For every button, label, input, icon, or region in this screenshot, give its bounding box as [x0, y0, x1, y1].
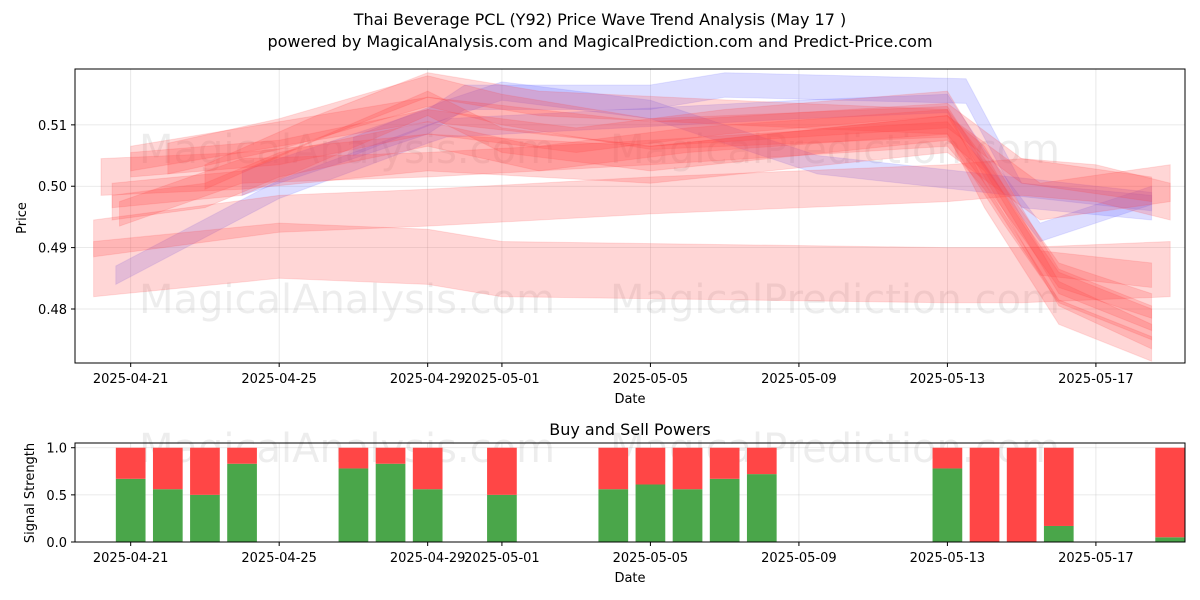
buy-bar — [635, 484, 666, 542]
price-wave-panel: MagicalAnalysis.com MagicalPrediction.co… — [15, 68, 1186, 407]
buy-bar — [227, 463, 257, 542]
top-x-tick-label: 2025-05-05 — [613, 372, 689, 387]
sell-bar — [635, 447, 666, 485]
sell-bar — [709, 447, 740, 479]
bottom-y-axis-label: Signal Strength — [23, 443, 38, 543]
bottom-chart-title: Buy and Sell Powers — [549, 420, 711, 439]
bottom-x-tick-label: 2025-05-05 — [613, 551, 689, 566]
watermark-prediction-mid: MagicalPrediction.com — [610, 277, 1060, 323]
buy-bar — [487, 494, 517, 542]
top-y-tick-label: 0.50 — [38, 180, 67, 195]
sell-bar — [1043, 447, 1074, 526]
buy-bar — [1155, 537, 1185, 542]
wave-band-wave-red-4 — [111, 90, 1153, 332]
sell-bar — [746, 447, 777, 475]
top-y-axis-label: Price — [15, 202, 30, 234]
wave-bands — [93, 72, 1171, 362]
top-y-tick-label: 0.48 — [38, 303, 67, 318]
sell-bar — [969, 447, 1000, 542]
sell-bar — [152, 447, 183, 490]
wave-band-wave-blue-2 — [241, 72, 1153, 221]
bottom-y-axis: 0.0 0.5 1.0 — [46, 442, 75, 551]
top-x-axis-label: Date — [614, 392, 645, 407]
sell-bar — [338, 447, 369, 469]
top-x-tick-label: 2025-04-29 — [390, 372, 466, 387]
top-gridlines — [75, 69, 1185, 363]
watermark-analysis-top: MagicalAnalysis.com — [139, 127, 555, 173]
chart-title: Thai Beverage PCL (Y92) Price Wave Trend… — [353, 10, 846, 29]
buy-bar — [152, 489, 183, 542]
top-x-tick-label: 2025-04-21 — [93, 372, 169, 387]
sell-bar — [115, 447, 146, 479]
buy-bar — [338, 468, 369, 542]
wave-band-wave-red-6 — [130, 90, 1153, 350]
buy-bar — [598, 489, 629, 542]
top-watermarks: MagicalAnalysis.com MagicalPrediction.co… — [139, 127, 1060, 323]
top-y-axis: 0.48 0.49 0.50 0.51 — [38, 119, 75, 318]
top-plot-frame — [74, 68, 1186, 364]
sell-bar — [190, 447, 220, 495]
buy-bar — [190, 494, 220, 542]
bottom-plot-frame — [74, 442, 1186, 543]
bottom-x-axis: 2025-04-21 2025-04-25 2025-04-292025-05-01… — [93, 542, 1134, 566]
buy-sell-panel: Buy and Sell Powers MagicalAnalysis.com … — [23, 420, 1186, 586]
sell-bar — [412, 447, 443, 490]
sell-bar — [932, 447, 963, 469]
bottom-x-tick-label: 2025-05-17 — [1058, 551, 1134, 566]
wave-band-wave-red-3 — [93, 222, 1171, 304]
top-x-tick-label: 2025-05-17 — [1058, 372, 1134, 387]
buy-bar — [1043, 525, 1074, 542]
wave-band-wave-blue-1 — [115, 93, 1153, 286]
signal-bars — [115, 447, 1185, 542]
bottom-x-tick-label: 2025-05-01 — [464, 551, 540, 566]
top-x-axis: 2025-04-21 2025-04-25 2025-04-292025-05-01… — [93, 363, 1134, 387]
buy-bar — [375, 463, 406, 542]
bottom-x-tick-label: 2025-04-25 — [241, 551, 317, 566]
wave-band-wave-blue-3 — [352, 81, 1153, 212]
chart-subtitle: powered by MagicalAnalysis.com and Magic… — [267, 32, 932, 51]
top-x-tick-label: 2025-05-13 — [910, 372, 986, 387]
buy-bar — [932, 468, 963, 542]
sell-bar — [227, 447, 257, 464]
wave-band-wave-red-10 — [130, 96, 1153, 203]
wave-band-wave-red-8 — [119, 121, 1153, 289]
sell-bar — [375, 447, 406, 464]
buy-bar — [746, 474, 777, 542]
sell-bar — [1155, 447, 1185, 538]
wave-band-wave-red-7 — [167, 75, 1153, 341]
buy-bar — [115, 478, 146, 542]
wave-band-wave-red-5 — [111, 108, 1153, 319]
top-x-tick-label: 2025-04-25 — [241, 372, 317, 387]
sell-bar — [1006, 447, 1037, 542]
top-y-tick-label: 0.51 — [38, 119, 67, 134]
watermark-prediction-top: MagicalPrediction.com — [610, 127, 1060, 173]
bottom-x-tick-label: 2025-05-09 — [761, 551, 837, 566]
sell-bar — [487, 447, 517, 495]
bottom-y-tick-label: 1.0 — [46, 442, 67, 457]
bottom-x-tick-label: 2025-04-29 — [390, 551, 466, 566]
buy-bar — [412, 489, 443, 542]
bottom-x-tick-label: 2025-05-13 — [910, 551, 986, 566]
bottom-y-tick-label: 0.5 — [46, 489, 67, 504]
bottom-x-tick-label: 2025-04-21 — [93, 551, 169, 566]
buy-bar — [709, 478, 740, 542]
wave-band-wave-red-2 — [93, 158, 1171, 258]
sell-bar — [672, 447, 703, 490]
sell-bar — [598, 447, 629, 490]
wave-band-wave-red-1 — [100, 115, 1171, 221]
watermark-analysis-mid: MagicalAnalysis.com — [139, 277, 555, 323]
top-x-tick-label: 2025-05-01 — [464, 372, 540, 387]
bottom-x-axis-label: Date — [614, 571, 645, 586]
top-y-tick-label: 0.49 — [38, 242, 67, 257]
buy-bar — [672, 489, 703, 542]
top-x-tick-label: 2025-05-09 — [761, 372, 837, 387]
wave-band-wave-red-9 — [204, 72, 1153, 362]
bottom-y-tick-label: 0.0 — [46, 536, 67, 551]
